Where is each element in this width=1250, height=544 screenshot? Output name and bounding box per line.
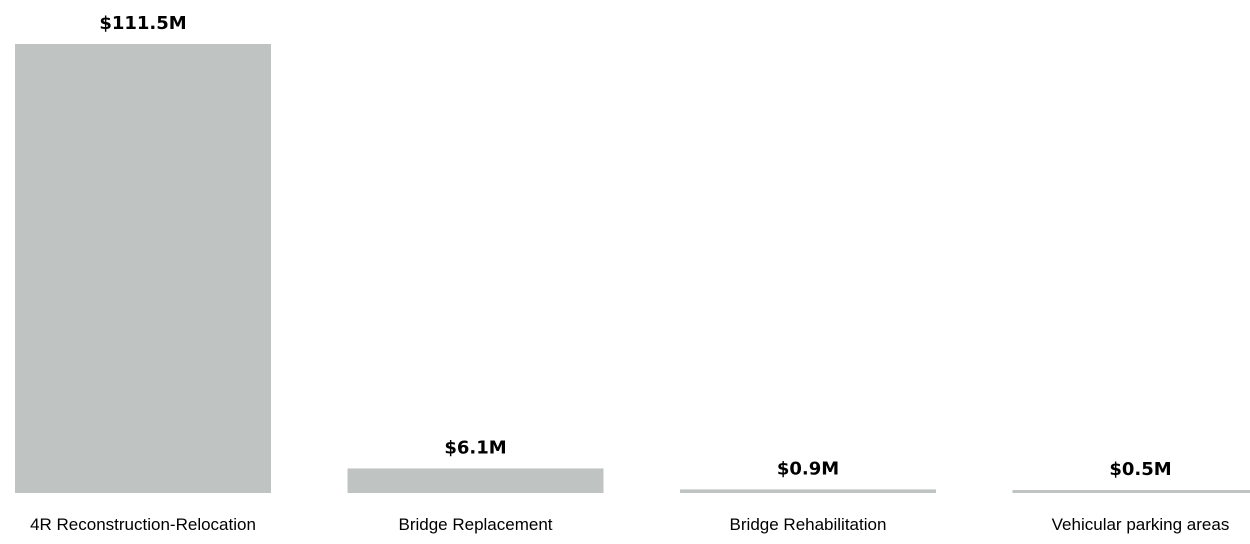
category-label: Bridge Replacement: [398, 515, 552, 534]
bar-value-label: $6.1M: [444, 437, 506, 458]
bar: [348, 468, 604, 493]
bar-value-label: $0.5M: [1109, 459, 1171, 480]
bar: [15, 44, 271, 493]
category-label: Vehicular parking areas: [1052, 515, 1230, 534]
category-label: Bridge Rehabilitation: [730, 515, 887, 534]
category-label: 4R Reconstruction-Relocation: [30, 515, 256, 534]
bar: [1013, 490, 1250, 493]
bars-layer: [15, 44, 1250, 493]
bar-value-label: $0.9M: [777, 458, 839, 479]
bar: [680, 489, 936, 493]
bar-value-label: $111.5M: [99, 13, 186, 34]
category-labels-layer: 4R Reconstruction-Relocation Bridge Repla…: [30, 515, 1229, 534]
